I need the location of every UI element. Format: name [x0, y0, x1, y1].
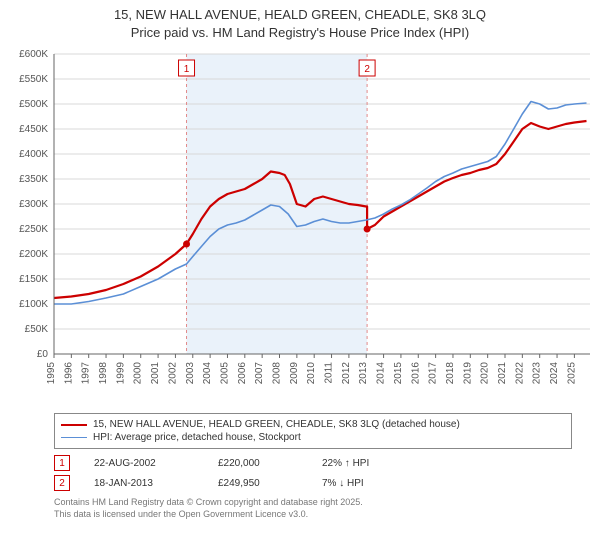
x-tick-label: 2015: [393, 362, 404, 385]
footer-attribution: Contains HM Land Registry data © Crown c…: [54, 497, 572, 520]
x-tick-label: 2017: [428, 362, 439, 385]
x-tick-label: 2009: [289, 362, 300, 385]
x-tick-label: 2018: [445, 362, 456, 385]
event-date: 22-AUG-2002: [94, 458, 194, 469]
legend-row: 15, NEW HALL AVENUE, HEALD GREEN, CHEADL…: [61, 418, 565, 431]
x-tick-label: 1997: [81, 362, 92, 385]
x-tick-label: 2003: [185, 362, 196, 385]
x-tick-label: 2020: [480, 362, 491, 385]
y-tick-label: £400K: [19, 149, 48, 160]
x-tick-label: 1996: [63, 362, 74, 385]
legend-swatch: [61, 437, 87, 438]
title-line2: Price paid vs. HM Land Registry's House …: [4, 24, 596, 42]
event-delta: 7% ↓ HPI: [322, 478, 412, 489]
y-tick-label: £250K: [19, 224, 48, 235]
event-price: £220,000: [218, 458, 298, 469]
y-tick-label: £0: [37, 349, 49, 360]
y-tick-label: £500K: [19, 99, 48, 110]
y-tick-label: £550K: [19, 74, 48, 85]
x-tick-label: 2000: [133, 362, 144, 385]
x-tick-label: 2007: [254, 362, 265, 385]
y-tick-label: £300K: [19, 199, 48, 210]
event-marker-label: 1: [184, 64, 190, 75]
legend-row: HPI: Average price, detached house, Stoc…: [61, 431, 565, 444]
y-tick-label: £350K: [19, 174, 48, 185]
y-tick-label: £600K: [19, 49, 48, 60]
x-tick-label: 2013: [358, 362, 369, 385]
x-tick-label: 2014: [376, 362, 387, 385]
event-marker-label: 2: [364, 64, 370, 75]
y-tick-label: £450K: [19, 124, 48, 135]
footer-line2: This data is licensed under the Open Gov…: [54, 509, 572, 521]
x-tick-label: 2008: [272, 362, 283, 385]
chart-title: 15, NEW HALL AVENUE, HEALD GREEN, CHEADL…: [0, 0, 600, 44]
event-marker: 2: [54, 475, 70, 491]
event-delta: 22% ↑ HPI: [322, 458, 412, 469]
x-tick-label: 2005: [219, 362, 230, 385]
legend-label: HPI: Average price, detached house, Stoc…: [93, 432, 301, 443]
event-point: [364, 226, 371, 233]
x-tick-label: 2011: [324, 362, 335, 384]
event-table: 1 22-AUG-2002 £220,000 22% ↑ HPI 2 18-JAN-201…: [54, 453, 572, 493]
y-tick-label: £200K: [19, 249, 48, 260]
x-tick-label: 2012: [341, 362, 352, 385]
x-tick-label: 2016: [410, 362, 421, 385]
y-tick-label: £50K: [25, 324, 49, 335]
event-point: [183, 241, 190, 248]
y-tick-label: £150K: [19, 274, 48, 285]
x-tick-label: 2022: [514, 362, 525, 385]
line-chart-svg: £0 £50K £100K £150K £200K £250K £300K £350K £400…: [0, 44, 600, 404]
event-row: 2 18-JAN-2013 £249,950 7% ↓ HPI: [54, 473, 572, 493]
x-tick-label: 2002: [167, 362, 178, 385]
x-tick-label: 1995: [46, 362, 57, 385]
x-tick-label: 1999: [115, 362, 126, 385]
x-tick-label: 2024: [549, 362, 560, 385]
x-tick-label: 2023: [532, 362, 543, 385]
x-tick-label: 2004: [202, 362, 213, 385]
x-tick-label: 1998: [98, 362, 109, 385]
chart-area: £0 £50K £100K £150K £200K £250K £300K £350K £400…: [0, 44, 600, 407]
event-row: 1 22-AUG-2002 £220,000 22% ↑ HPI: [54, 453, 572, 473]
footer-line1: Contains HM Land Registry data © Crown c…: [54, 497, 572, 509]
x-tick-label: 2019: [462, 362, 473, 385]
x-tick-label: 2021: [497, 362, 508, 385]
legend-label: 15, NEW HALL AVENUE, HEALD GREEN, CHEADL…: [93, 419, 460, 430]
event-price: £249,950: [218, 478, 298, 489]
x-tick-label: 2001: [150, 362, 161, 385]
legend-swatch: [61, 424, 87, 426]
legend: 15, NEW HALL AVENUE, HEALD GREEN, CHEADL…: [54, 413, 572, 449]
title-line1: 15, NEW HALL AVENUE, HEALD GREEN, CHEADL…: [4, 6, 596, 24]
y-tick-label: £100K: [19, 299, 48, 310]
x-tick-label: 2010: [306, 362, 317, 385]
event-marker: 1: [54, 455, 70, 471]
x-tick-label: 2006: [237, 362, 248, 385]
event-date: 18-JAN-2013: [94, 478, 194, 489]
x-tick-label: 2025: [566, 362, 577, 385]
